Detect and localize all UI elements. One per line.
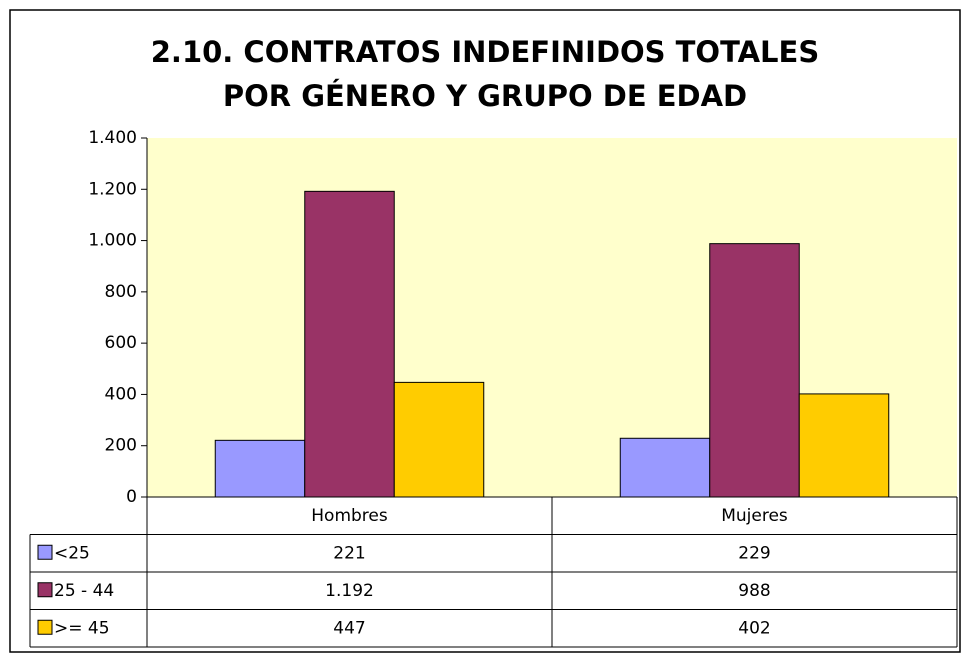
y-tick-label: 1.000 [88,231,137,251]
bar [798,393,890,498]
table-value: 447 [333,618,365,638]
table-value: 402 [738,618,770,638]
y-tick-label: 400 [105,384,137,404]
y-tick-label: 200 [105,436,137,456]
legend-label: >= 45 [54,618,110,638]
y-tick-label: 800 [105,282,137,302]
chart-title: POR GÉNERO Y GRUPO DE EDAD [223,79,747,113]
legend-label: 25 - 44 [54,581,114,601]
table-value: 229 [738,543,770,563]
x-tick-label: Mujeres [721,506,788,526]
bar [619,437,711,498]
y-tick-label: 0 [126,487,137,507]
legend-label: <25 [54,543,90,563]
x-tick-label: Hombres [311,506,388,526]
y-tick-label: 600 [105,333,137,353]
table-value: 988 [738,581,770,601]
legend-key [37,544,53,560]
bar [393,381,485,498]
legend-key [37,619,53,635]
bar [214,439,306,498]
y-tick-label: 1.400 [88,128,137,148]
chart-title: 2.10. CONTRATOS INDEFINIDOS TOTALES [151,35,820,69]
legend-key [37,582,53,598]
y-tick-label: 1.200 [88,179,137,199]
bar [709,243,800,498]
table-value: 221 [333,543,365,563]
table-value: 1.192 [325,581,374,601]
bar [304,190,395,498]
